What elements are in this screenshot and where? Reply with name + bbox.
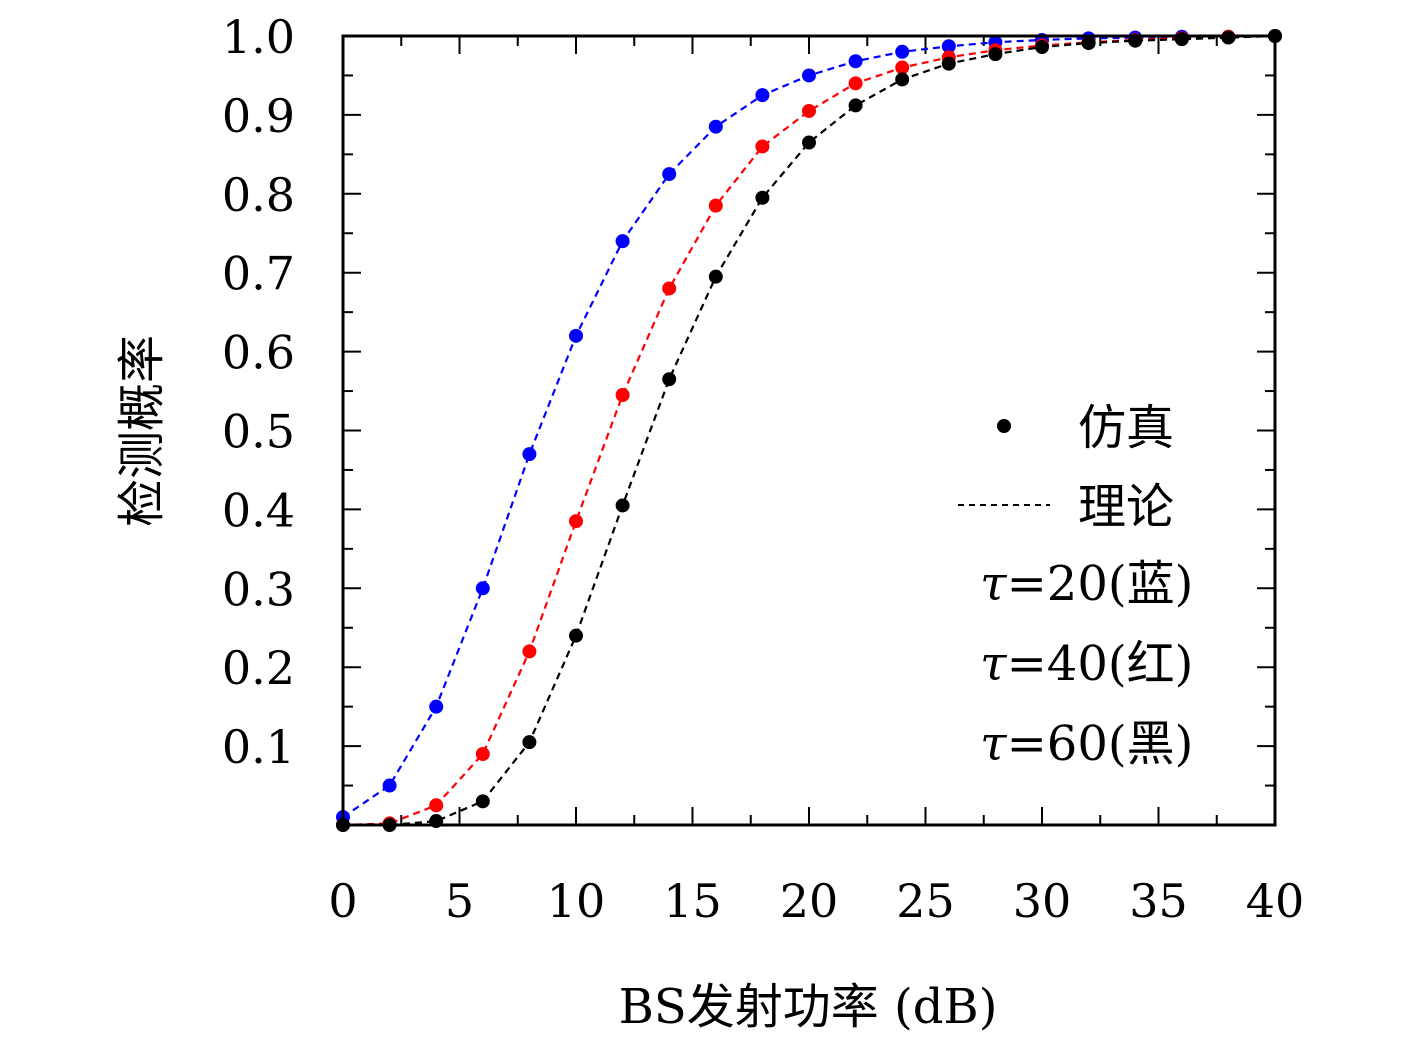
- data-point: [1035, 40, 1049, 55]
- data-point: [755, 190, 770, 205]
- data-point: [1081, 36, 1096, 51]
- y-tick-label: 0.2: [222, 641, 295, 695]
- data-point: [475, 746, 490, 761]
- data-point: [941, 39, 956, 54]
- data-point: [662, 281, 677, 296]
- data-point: [475, 794, 490, 809]
- data-point: [522, 644, 537, 659]
- data-point: [382, 778, 397, 793]
- data-point: [569, 514, 583, 529]
- legend-sim-marker: [997, 419, 1011, 433]
- data-point: [895, 72, 910, 87]
- x-tick-label: 0: [328, 874, 357, 928]
- tick-labels: 0 5 10 15 20 25 30 35 40 0.1 0.2 0.3 0.4 0.5 0.6 0.7 0.8…: [222, 10, 1304, 928]
- x-tick-label: 30: [1013, 874, 1072, 928]
- data-point: [708, 269, 723, 284]
- x-tick-label: 15: [663, 874, 722, 928]
- x-tick-label: 10: [547, 874, 606, 928]
- y-axis-title: 检测概率: [114, 335, 170, 527]
- data-point: [1174, 32, 1189, 47]
- y-tick-label: 1.0: [222, 10, 295, 64]
- data-point: [615, 498, 630, 513]
- data-point: [662, 372, 677, 387]
- legend-tau-20: τ=20(蓝): [980, 556, 1193, 612]
- series-line-2: [343, 34, 1276, 827]
- legend: 仿真 理论 τ=20(蓝) τ=40(红) τ=60(黑): [958, 400, 1193, 772]
- data-point: [429, 699, 444, 714]
- data-point: [429, 798, 444, 813]
- data-point: [802, 135, 816, 150]
- data-point: [1221, 30, 1236, 45]
- data-point: [802, 68, 816, 83]
- x-tick-label: 5: [445, 874, 474, 928]
- data-point: [848, 76, 863, 91]
- data-point: [708, 119, 723, 134]
- y-tick-label: 0.1: [222, 720, 295, 774]
- y-tick-label: 0.5: [222, 405, 295, 459]
- data-point: [522, 735, 537, 750]
- x-tick-label: 40: [1246, 874, 1305, 928]
- legend-sim-label: 仿真: [1078, 400, 1174, 456]
- legend-tau-40: τ=40(红): [980, 636, 1193, 692]
- y-tick-label: 0.6: [222, 326, 295, 380]
- data-point: [802, 103, 816, 118]
- plot-frame: [341, 34, 1277, 827]
- data-point: [708, 198, 723, 213]
- data-point: [848, 54, 863, 69]
- data-point: [615, 387, 630, 402]
- data-point: [895, 44, 910, 59]
- data-point: [615, 234, 630, 249]
- x-axis-title: BS发射功率 (dB): [619, 979, 998, 1035]
- data-point: [988, 47, 1003, 62]
- data-point: [569, 628, 583, 643]
- data-point: [475, 581, 490, 596]
- data-point: [848, 98, 863, 113]
- data-point: [941, 56, 956, 71]
- legend-tau-60: τ=60(黑): [980, 716, 1193, 772]
- data-point: [755, 139, 770, 154]
- data-point: [522, 447, 537, 462]
- y-tick-label: 0.4: [222, 483, 295, 537]
- y-tick-label: 0.8: [222, 168, 295, 222]
- data-point: [662, 167, 677, 182]
- y-tick-label: 0.3: [222, 562, 295, 616]
- legend-theory-label: 理论: [1078, 479, 1174, 535]
- y-tick-label: 0.7: [222, 247, 295, 301]
- x-tick-label: 35: [1129, 874, 1188, 928]
- x-tick-label: 20: [780, 874, 839, 928]
- x-tick-label: 25: [896, 874, 955, 928]
- data-point: [755, 88, 770, 103]
- data-point: [569, 328, 583, 343]
- y-tick-label: 0.9: [222, 89, 295, 143]
- data-point: [895, 60, 910, 75]
